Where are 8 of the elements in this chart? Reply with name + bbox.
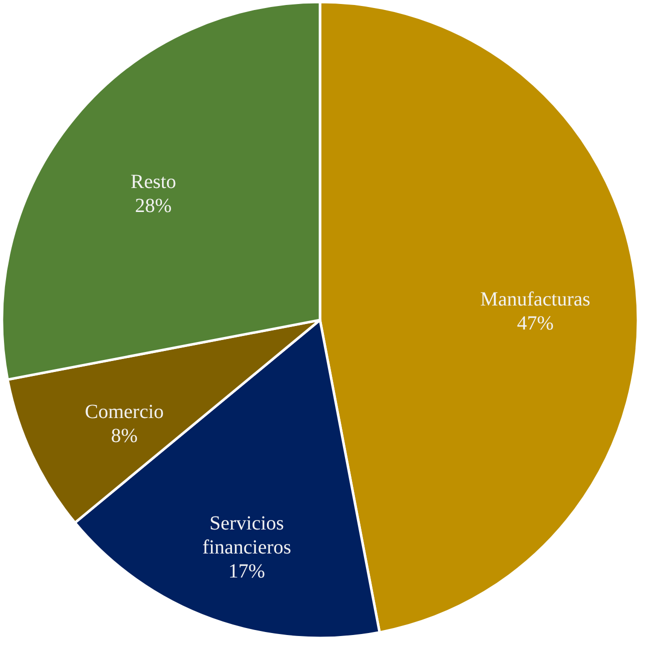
data-label: 28% <box>135 195 172 218</box>
slice-label: Comercio <box>84 401 164 424</box>
data-label: 8% <box>111 425 138 448</box>
data-label: 17% <box>228 560 266 582</box>
slice-label: Servicios financieros <box>202 512 292 558</box>
slice-label: Resto <box>130 171 176 194</box>
data-label: 47% <box>516 312 554 335</box>
slice-label: Manufacturas <box>480 288 590 311</box>
